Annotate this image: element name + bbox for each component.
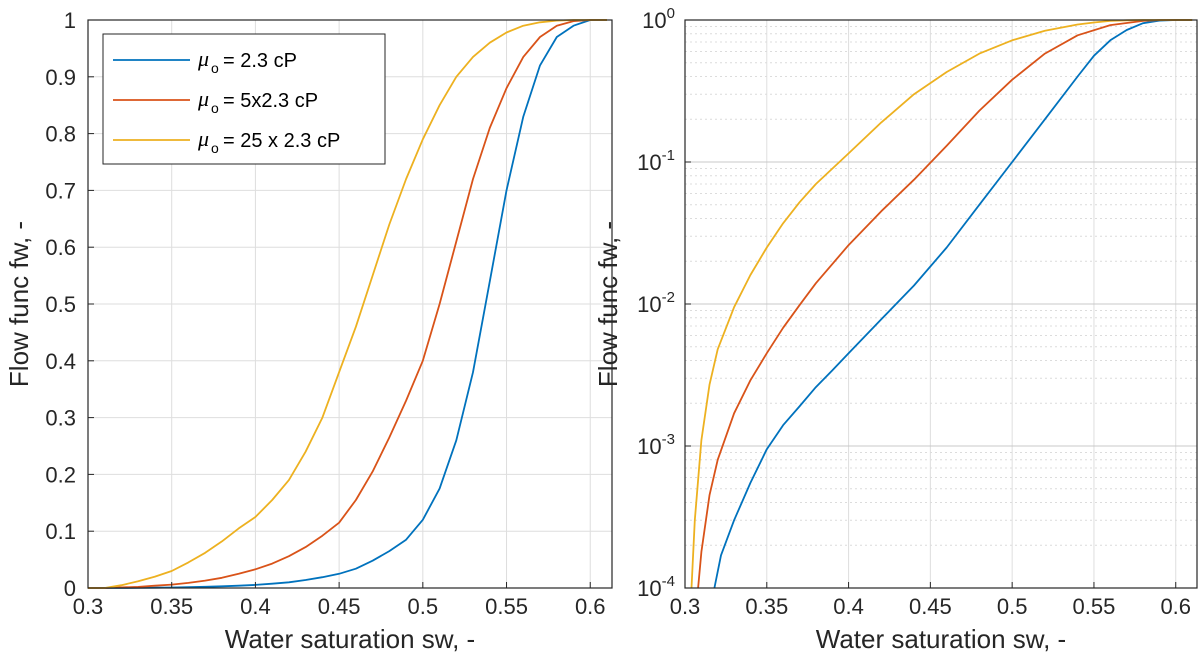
x-tick-label: 0.4 <box>833 594 864 619</box>
legend-subscript: o <box>211 100 219 116</box>
linear-axes-box <box>87 19 613 589</box>
linear-y-axis-label: Flow func fw, - <box>4 221 34 387</box>
y-tick-label: 10-2 <box>637 289 675 317</box>
x-tick-label: 0.45 <box>909 594 952 619</box>
legend: μ o = 2.3 cPμ o = 5x2.3 cPμ o = 25 x 2.3 cP <box>102 33 386 165</box>
legend-symbol: μ <box>197 126 209 151</box>
legend-label: = 2.3 cP <box>223 50 297 72</box>
y-tick-label: 0.3 <box>45 406 76 431</box>
linear-panel: 0.3 0.35 0.4 0.45 0.5 0.55 0.6 0 0.1 0.2 0.3 0.4 0.5… <box>4 8 613 654</box>
log-panel: 0.3 0.35 0.4 0.45 0.5 0.55 0.6 10-4 10-3 10-2 10-1… <box>593 5 1198 654</box>
y-tick-label: 0.9 <box>45 65 76 90</box>
x-tick-label: 0.3 <box>670 594 701 619</box>
y-tick-label: 0.6 <box>45 235 76 260</box>
x-tick-label: 0.6 <box>575 594 606 619</box>
legend-label: = 5x2.3 cP <box>223 90 318 112</box>
log-x-axis-label: Water saturation sw, - <box>816 624 1066 654</box>
legend-symbol: μ <box>197 46 209 71</box>
y-tick-label: 0.7 <box>45 178 76 203</box>
legend-box <box>102 33 386 165</box>
x-tick-label: 0.35 <box>150 594 193 619</box>
y-tick-label: 0.8 <box>45 122 76 147</box>
x-tick-label: 0.3 <box>73 594 104 619</box>
x-tick-label: 0.5 <box>997 594 1028 619</box>
x-tick-label: 0.35 <box>745 594 788 619</box>
linear-x-axis-label: Water saturation sw, - <box>225 624 475 654</box>
y-tick-label: 100 <box>642 5 675 33</box>
y-tick-label: 0.4 <box>45 349 76 374</box>
x-tick-label: 0.4 <box>240 594 271 619</box>
x-tick-label: 0.55 <box>1073 594 1116 619</box>
y-tick-label: 10-1 <box>637 147 675 175</box>
x-tick-label: 0.5 <box>408 594 439 619</box>
series-line-2 <box>88 19 607 589</box>
y-tick-label: 10-4 <box>637 573 675 601</box>
y-tick-label: 0.1 <box>45 519 76 544</box>
series-line-3 <box>88 19 607 589</box>
legend-label: = 25 x 2.3 cP <box>223 130 340 152</box>
x-tick-label: 0.6 <box>1160 594 1191 619</box>
legend-subscript: o <box>211 60 219 76</box>
legend-symbol: μ <box>197 86 209 111</box>
y-tick-label: 0.2 <box>45 462 76 487</box>
x-tick-label: 0.45 <box>318 594 361 619</box>
y-tick-label: 10-3 <box>637 431 675 459</box>
linear-ticks: 0.3 0.35 0.4 0.45 0.5 0.55 0.6 0 0.1 0.2 0.3 0.4 0.5… <box>45 8 605 619</box>
series-line-1 <box>713 19 1193 589</box>
y-tick-label: 1 <box>64 8 76 33</box>
series-line-2 <box>697 19 1193 589</box>
x-tick-label: 0.55 <box>485 594 528 619</box>
log-axes-box <box>684 19 1198 589</box>
log-y-axis-label: Flow func fw, - <box>593 221 623 387</box>
y-tick-label: 0 <box>64 576 76 601</box>
legend-subscript: o <box>211 140 219 156</box>
y-tick-label: 0.5 <box>45 292 76 317</box>
log-ticks: 0.3 0.35 0.4 0.45 0.5 0.55 0.6 10-4 10-3 10-2 10-1… <box>637 5 1191 619</box>
